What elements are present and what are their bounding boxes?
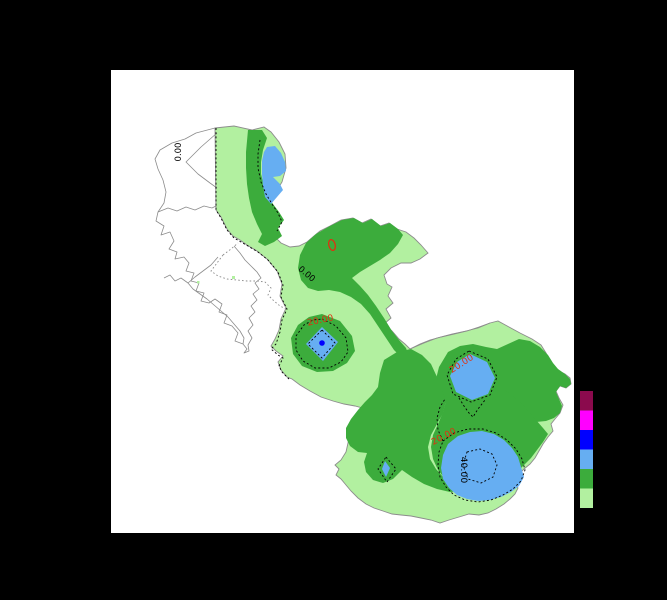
district-line [163, 274, 189, 284]
region-fill-20-40 [298, 218, 409, 358]
blue-patch-north [262, 146, 286, 204]
colorbar-swatch [580, 488, 593, 508]
contour-20 [257, 139, 283, 232]
contour-red-ring [327, 238, 337, 252]
peak-marker [319, 340, 325, 346]
contour-lines [215, 128, 526, 503]
contour-ring [437, 428, 526, 503]
district-line-dotted [222, 242, 239, 256]
district-boundaries [154, 127, 491, 354]
basin-region [214, 125, 572, 524]
contour-ring [307, 329, 336, 359]
colorbar-swatch [580, 449, 593, 469]
low-speck [197, 281, 200, 284]
colorbar-swatch [580, 469, 593, 489]
colorbar-swatch [580, 430, 593, 450]
district-line-dotted [210, 254, 287, 310]
region-fill-20-40 [346, 349, 462, 492]
district-line [185, 132, 218, 189]
contour-label: 0.00 [174, 143, 184, 162]
contour-0 [215, 128, 290, 380]
contour-ring [377, 456, 397, 483]
blue-patch-south [441, 431, 524, 501]
colorbar [580, 391, 593, 508]
contour-ring [446, 350, 498, 403]
district-line [154, 127, 262, 354]
contour-branch [436, 398, 446, 442]
blue-patch-east [450, 354, 495, 400]
region-fill-20-40 [246, 130, 284, 246]
contour-ring [295, 318, 349, 369]
district-line [187, 256, 245, 345]
blue-patch-small [382, 461, 390, 477]
colorbar-swatch [580, 391, 593, 411]
contour-branch [458, 397, 486, 418]
district-line [157, 205, 217, 213]
colorbar-swatch [580, 410, 593, 430]
contour-label: 40.00 [458, 457, 468, 484]
district-line [409, 322, 491, 350]
contour-40 [462, 448, 498, 484]
low-speck [232, 276, 235, 279]
